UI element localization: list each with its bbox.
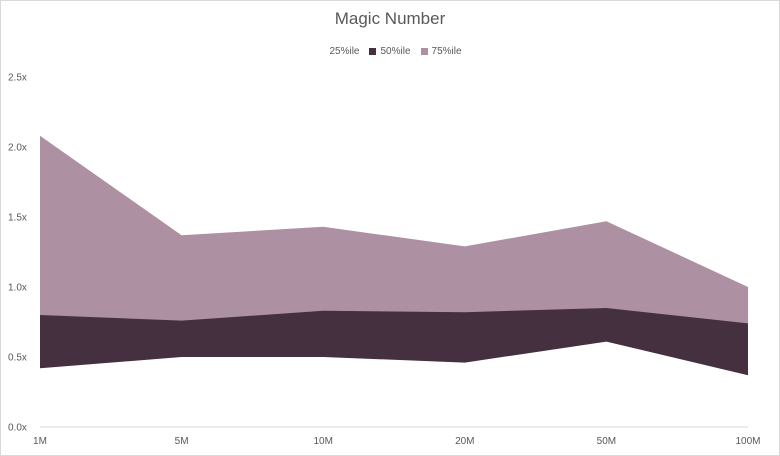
legend-label-50: 50%ile [380,46,411,57]
legend-swatch-50 [369,48,377,55]
y-tick-label: 2.0x [8,143,27,154]
x-tick-label: 100M [735,436,760,447]
y-tick-label: 1.0x [8,283,27,294]
y-tick-label: 1.5x [8,213,27,224]
legend-label-25: 25%ile [329,46,360,57]
chart-legend: 25%ile 50%ile 75%ile [0,46,780,57]
legend-item-50: 50%ile [369,46,411,57]
x-tick-label: 20M [455,436,474,447]
y-tick-label: 2.5x [8,73,27,84]
x-tick-label: 50M [597,436,616,447]
legend-swatch-75 [420,48,428,55]
legend-label-75: 75%ile [431,46,462,57]
x-tick-label: 10M [313,436,332,447]
area-series-25ile [40,341,748,427]
y-tick-label: 0.5x [8,353,27,364]
y-tick-label: 0.0x [8,423,27,434]
x-tick-label: 1M [33,436,47,447]
x-tick-label: 5M [175,436,189,447]
legend-swatch-25 [318,48,326,55]
legend-item-75: 75%ile [420,46,462,57]
legend-item-25: 25%ile [318,46,359,57]
chart-title: Magic Number [334,9,446,28]
